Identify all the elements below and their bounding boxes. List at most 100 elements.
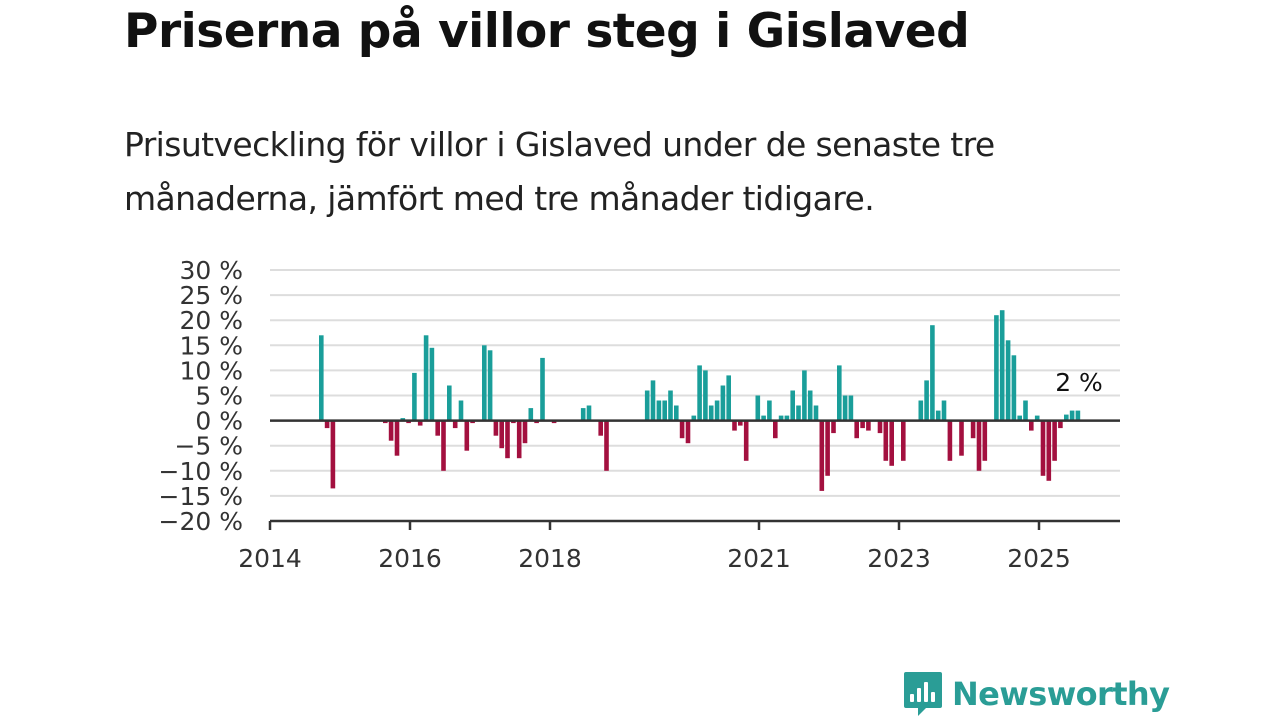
bar bbox=[522, 420, 528, 444]
bar bbox=[901, 420, 906, 461]
bar bbox=[918, 400, 924, 421]
bar bbox=[540, 357, 545, 421]
y-tick-label: 20 % bbox=[179, 306, 243, 335]
bar bbox=[848, 395, 854, 421]
chart-title: Priserna på villor steg i Gislaved bbox=[124, 4, 970, 59]
brand-logo: Newsworthy bbox=[902, 670, 1170, 718]
bar bbox=[429, 347, 435, 421]
brand-name: Newsworthy bbox=[952, 675, 1170, 713]
y-tick-label: −15 % bbox=[159, 482, 243, 511]
x-tick-label: 2021 bbox=[727, 544, 791, 573]
y-tick-label: 30 % bbox=[179, 256, 243, 285]
bar bbox=[435, 420, 440, 436]
bar bbox=[505, 420, 510, 459]
bar bbox=[877, 420, 883, 434]
x-axis-labels: 2014 2016 2018 2021 2023 2025 bbox=[238, 544, 1071, 573]
bar bbox=[726, 375, 731, 421]
bar bbox=[959, 420, 964, 456]
bar bbox=[994, 315, 999, 421]
bar bbox=[493, 420, 499, 436]
grid-lines bbox=[270, 269, 1120, 497]
bar bbox=[708, 405, 714, 421]
bar bbox=[650, 380, 656, 421]
bar bbox=[755, 395, 761, 421]
bar bbox=[976, 420, 982, 471]
bar bbox=[778, 415, 784, 421]
bar bbox=[773, 420, 778, 439]
bar bbox=[586, 405, 592, 421]
bar bbox=[656, 400, 662, 421]
bar bbox=[499, 420, 504, 449]
bar bbox=[516, 420, 522, 459]
bar bbox=[831, 420, 836, 434]
bar bbox=[447, 385, 452, 421]
y-tick-label: −5 % bbox=[174, 432, 243, 461]
bar bbox=[813, 405, 819, 421]
y-tick-label: −10 % bbox=[159, 457, 243, 486]
bar bbox=[644, 390, 650, 421]
bar bbox=[1040, 420, 1046, 476]
bar bbox=[1005, 340, 1011, 421]
bar bbox=[1023, 400, 1028, 421]
bar bbox=[1075, 410, 1081, 421]
bar bbox=[854, 420, 859, 439]
bar bbox=[970, 420, 976, 439]
bar bbox=[825, 420, 830, 476]
bar bbox=[464, 420, 470, 451]
latest-value-label: 2 % bbox=[1055, 368, 1103, 397]
bar bbox=[679, 420, 685, 439]
bar bbox=[528, 408, 534, 421]
y-tick-label: 0 % bbox=[195, 407, 243, 436]
bar bbox=[732, 420, 737, 431]
bars bbox=[319, 310, 1081, 491]
bar bbox=[452, 420, 458, 429]
bar bbox=[1011, 355, 1017, 421]
y-axis-labels: 30 %25 %20 %15 %10 %5 %0 %−5 %−10 %−15 %… bbox=[159, 256, 243, 536]
bar bbox=[685, 420, 691, 444]
bar bbox=[720, 385, 726, 421]
axes bbox=[268, 419, 1120, 530]
bar bbox=[580, 408, 586, 421]
bar bbox=[487, 350, 493, 421]
bar bbox=[668, 390, 673, 421]
bar bbox=[999, 310, 1005, 421]
bar bbox=[802, 370, 807, 421]
bar bbox=[598, 420, 603, 436]
bar bbox=[691, 415, 697, 421]
bar bbox=[1034, 415, 1040, 421]
chart-subtitle: Prisutveckling för villor i Gislaved und… bbox=[124, 125, 995, 218]
x-tick-label: 2018 bbox=[518, 544, 582, 573]
bar bbox=[819, 420, 825, 491]
bar bbox=[417, 420, 423, 426]
bar bbox=[837, 365, 842, 421]
bar bbox=[982, 420, 988, 461]
bar bbox=[1058, 420, 1063, 429]
x-tick-label: 2023 bbox=[867, 544, 931, 573]
bar bbox=[860, 420, 865, 429]
y-tick-label: −20 % bbox=[159, 507, 243, 536]
bar bbox=[697, 365, 702, 421]
bar bbox=[330, 420, 336, 489]
bar bbox=[842, 395, 848, 421]
x-tick-label: 2025 bbox=[1007, 544, 1071, 573]
bar bbox=[807, 390, 813, 421]
bar bbox=[388, 420, 394, 441]
bar bbox=[714, 400, 720, 421]
bar bbox=[423, 335, 429, 421]
bar bbox=[930, 325, 935, 421]
bar bbox=[674, 405, 679, 421]
bar bbox=[1046, 420, 1052, 481]
bar bbox=[482, 345, 487, 421]
bar bbox=[324, 420, 330, 429]
newsworthy-logo-icon bbox=[904, 672, 942, 716]
bar bbox=[1029, 420, 1034, 431]
bar bbox=[703, 370, 708, 421]
bar bbox=[924, 380, 929, 421]
bar bbox=[935, 410, 941, 421]
x-tick-label: 2016 bbox=[378, 544, 442, 573]
bar bbox=[604, 420, 609, 471]
bar bbox=[889, 420, 894, 466]
bar bbox=[1017, 415, 1022, 421]
bar bbox=[941, 400, 947, 421]
y-tick-label: 10 % bbox=[179, 356, 243, 385]
